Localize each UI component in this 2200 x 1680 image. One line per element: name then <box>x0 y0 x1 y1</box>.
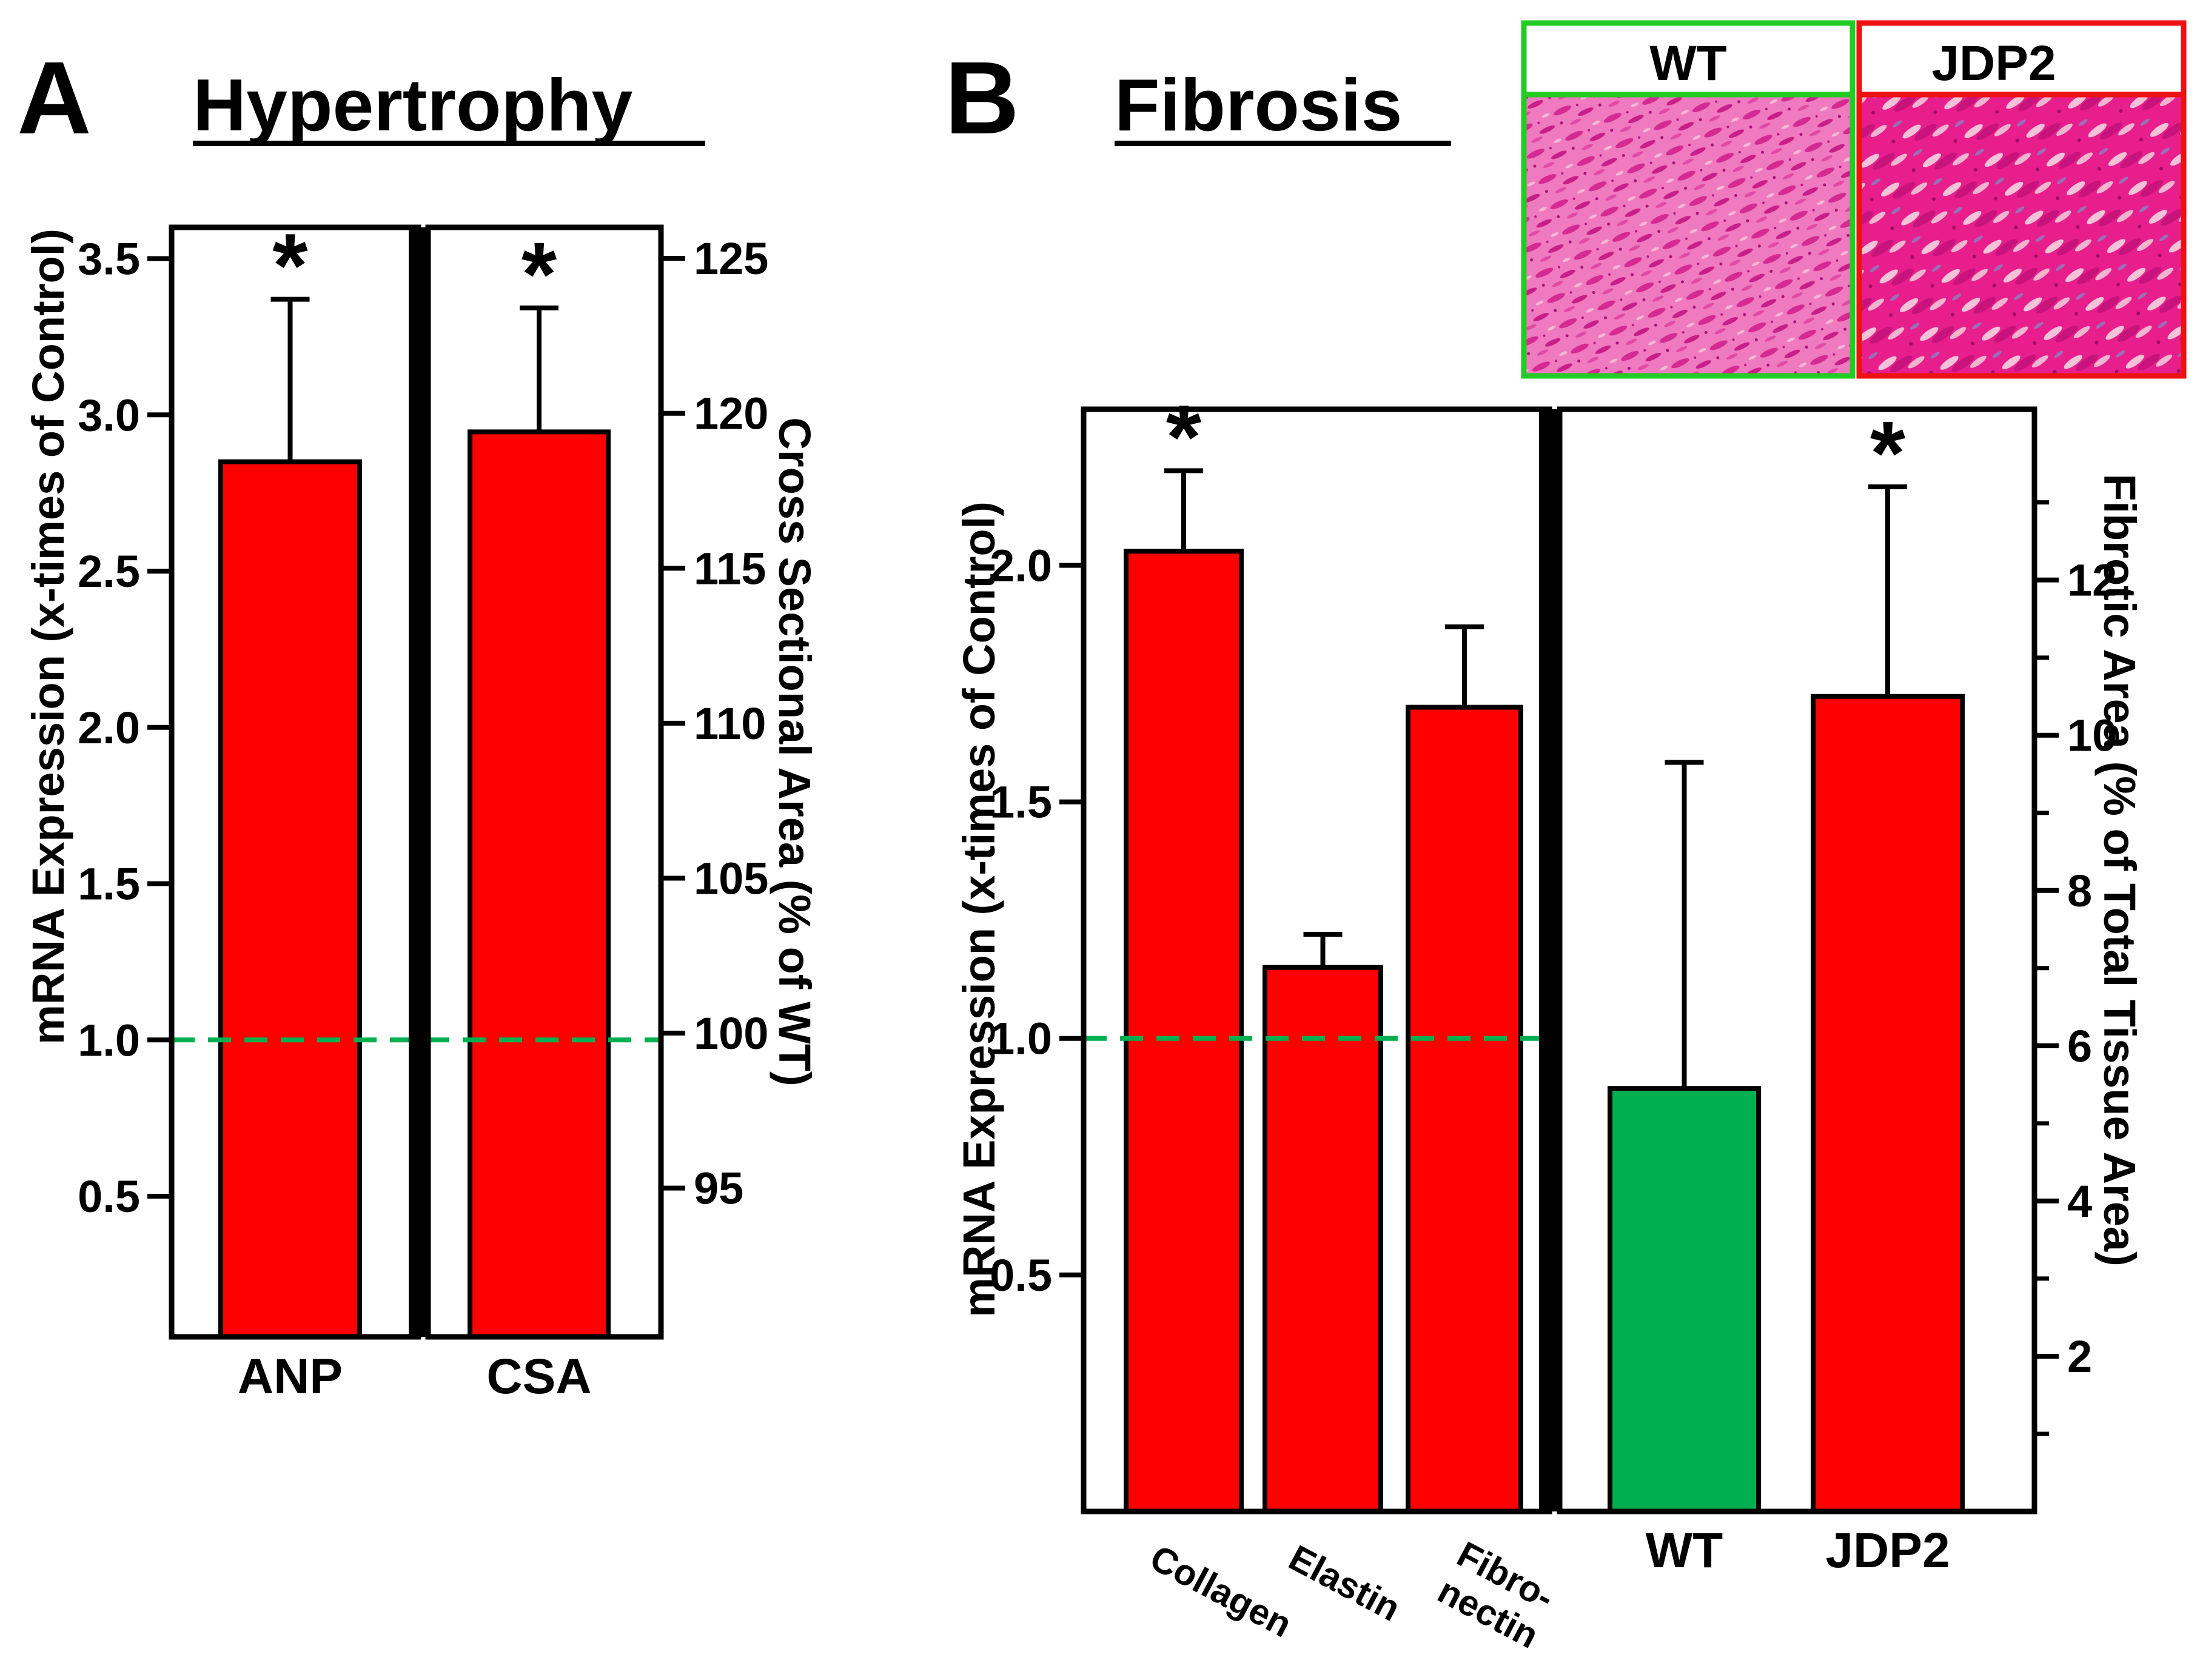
fibrosis-bar-1 <box>1263 965 1383 1514</box>
panel-a-letter: A <box>17 41 92 156</box>
fibrosis-left-tick-label-2: 1.5 <box>990 777 1052 828</box>
panel-a-title: Hypertrophy <box>193 64 632 146</box>
fibrosis-bar-2 <box>1406 704 1523 1514</box>
hypertrophy-divider <box>409 227 428 1337</box>
hypertrophy-category-label-0: ANP <box>238 1349 343 1404</box>
fibrosis-left-tick-label-3: 2.0 <box>990 540 1052 591</box>
hypertrophy-bar-0 <box>218 459 362 1339</box>
hypertrophy-right-tick-label-2: 105 <box>694 853 768 903</box>
fibrosis-left-tick-label-1: 1.0 <box>990 1014 1052 1064</box>
hypertrophy-left-tick-label-0: 0.5 <box>78 1171 140 1222</box>
panel-b-title: Fibrosis <box>1115 64 1403 146</box>
hypertrophy-left-tick-label-5: 3.0 <box>78 390 140 440</box>
fibrosis-ylabel-right: Fibrotic Area (% of Total Tissue Area) <box>2094 474 2145 1267</box>
micrograph-jdp2: JDP2 <box>1856 20 2187 379</box>
hypertrophy-significance-1: * <box>521 223 557 325</box>
fibrosis-bar-4 <box>1811 694 1965 1514</box>
fibrosis-category-label-2: Fibro-nectin <box>1431 1533 1564 1656</box>
hypertrophy-axes: 0.5 1.0 1.5 2.0 2.5 3.0 3.5 95 100 105 110 115 120 12… <box>78 224 768 1340</box>
micrograph-jdp2-label: JDP2 <box>1931 36 2056 91</box>
fibrosis-right-tick-label-2: 6 <box>2067 1021 2092 1071</box>
fibrosis-left-tick-label-0: 0.5 <box>990 1250 1052 1300</box>
fibrosis-bar-3 <box>1608 1086 1761 1514</box>
panel-b-title-underline <box>1115 141 1451 146</box>
hypertrophy-significance-0: * <box>272 215 308 316</box>
hypertrophy-right-tick-label-5: 120 <box>694 389 768 439</box>
hypertrophy-right-tick-label-3: 110 <box>694 698 766 749</box>
micrograph-wt-label: WT <box>1649 36 1726 91</box>
fibrosis-ylabel-left: mRNA Expression (x-times of Control) <box>954 501 1004 1317</box>
fibrosis-right-tick-label-4: 10 <box>2067 711 2117 761</box>
fibrosis-axes: 0.5 1.0 1.5 2.0 2 4 6 8 10 12 <box>990 406 2117 1514</box>
hypertrophy-left-tick-label-4: 2.5 <box>78 546 140 597</box>
hypertrophy-right-tick-label-1: 100 <box>694 1008 768 1059</box>
hypertrophy-bar-1 <box>468 429 611 1340</box>
fibrosis-bar-0 <box>1124 549 1244 1514</box>
fibrosis-significance-4: * <box>1870 402 1906 504</box>
hypertrophy-right-tick-label-0: 95 <box>694 1163 743 1214</box>
fibrosis-category-label-0: Collagen <box>1144 1537 1298 1645</box>
micrograph-wt: WT <box>1521 20 1856 379</box>
hypertrophy-left-tick-label-2: 1.5 <box>78 859 140 909</box>
hypertrophy-bars: * ANP * CSA <box>172 215 661 1404</box>
fibrosis-right-tick-label-3: 8 <box>2067 866 2092 916</box>
hypertrophy-left-tick-label-6: 3.5 <box>78 234 140 284</box>
micrograph-jdp2-image <box>1856 92 2187 379</box>
fibrosis-significance-0: * <box>1166 386 1202 487</box>
fibrosis-right-tick-label-5: 12 <box>2067 555 2117 606</box>
hypertrophy-ylabel-right: Cross Sectional Area (% of WT) <box>770 417 820 1086</box>
fibrosis-category-label-1: Elastin <box>1283 1537 1407 1629</box>
fibrosis-right-tick-label-1: 4 <box>2067 1176 2092 1227</box>
panel-a-title-underline <box>193 141 705 146</box>
panel-b-letter: B <box>945 41 1019 156</box>
hypertrophy-chart: * ANP * CSA 0.5 1.0 1.5 2.0 2.5 3.0 3.5 95 100 105 11… <box>23 215 820 1404</box>
fibrosis-category-label-4: JDP2 <box>1825 1523 1950 1578</box>
hypertrophy-category-label-1: CSA <box>486 1349 591 1404</box>
fibrosis-divider <box>1539 409 1560 1511</box>
fibrosis-category-label-3: WT <box>1646 1523 1723 1578</box>
hypertrophy-left-tick-label-1: 1.0 <box>78 1015 140 1065</box>
micrograph-wt-image <box>1521 92 1856 379</box>
fibrosis-right-tick-label-0: 2 <box>2067 1331 2092 1382</box>
hypertrophy-right-tick-label-6: 125 <box>694 233 768 284</box>
hypertrophy-ylabel-left: mRNA Expression (x-times of Control) <box>23 229 73 1045</box>
hypertrophy-right-tick-label-4: 115 <box>694 543 766 594</box>
hypertrophy-left-tick-label-3: 2.0 <box>78 703 140 753</box>
